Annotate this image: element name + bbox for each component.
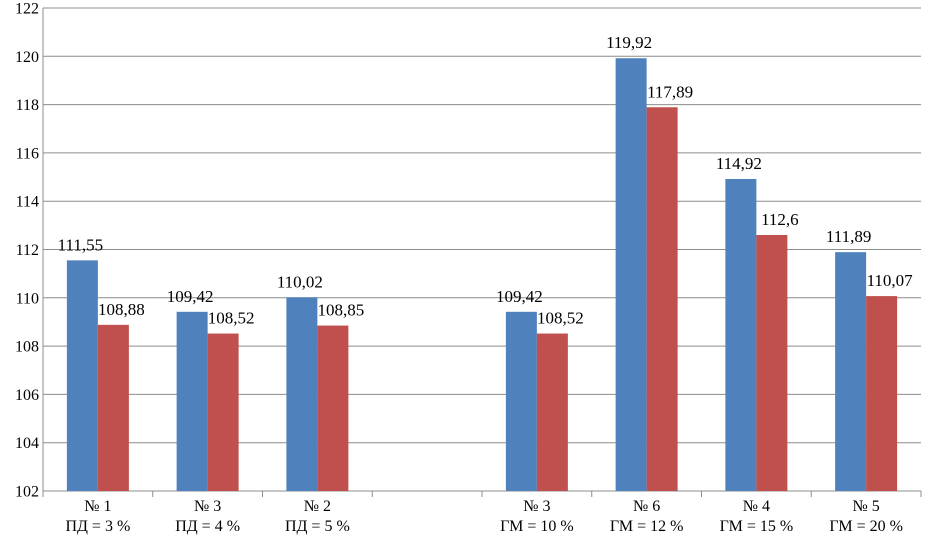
x-category-label-number: № 6	[633, 498, 660, 515]
bar-series-2	[317, 325, 349, 491]
x-category-label-number: № 2	[304, 498, 331, 515]
x-axis: № 1 ПД = 3 % № 3 ПД = 4 % № 2 ПД = 5 % № 3 ГМ =…	[42, 8, 922, 535]
x-category-label-param: ГМ = 15 %	[720, 518, 794, 535]
x-category-label-number: № 5	[852, 498, 879, 515]
bar-series-1	[286, 297, 318, 491]
data-label: 108,52	[208, 309, 255, 328]
x-category-label-param: ПД = 5 %	[285, 518, 350, 535]
bar-series-1	[615, 58, 647, 492]
y-tick-label: 104	[15, 435, 39, 452]
grid-lines	[43, 7, 921, 492]
x-category-label-number: № 3	[523, 498, 550, 515]
y-tick-label: 108	[15, 339, 39, 356]
bar-series-2	[646, 107, 678, 491]
bar-series	[66, 58, 898, 492]
x-category-label-number: № 4	[743, 498, 770, 515]
bar-series-2	[207, 333, 239, 491]
x-category-label-param: ПД = 3 %	[65, 518, 130, 535]
bar-series-2	[536, 333, 568, 491]
x-category-label-param: ГМ = 20 %	[829, 518, 903, 535]
bar-series-1	[176, 311, 208, 491]
data-label: 114,92	[716, 154, 762, 173]
y-tick-label: 110	[16, 290, 39, 307]
data-label: 117,89	[647, 82, 693, 101]
bar-series-2	[756, 235, 788, 491]
y-tick-label: 102	[15, 484, 39, 501]
data-label: 119,92	[606, 33, 652, 52]
bar-series-2	[97, 324, 129, 491]
y-tick-label: 120	[15, 49, 39, 66]
x-category-label-param: ГМ = 10 %	[500, 518, 574, 535]
y-tick-label: 118	[16, 97, 39, 114]
x-category-label-param: ПД = 4 %	[175, 518, 240, 535]
bar-series-2	[866, 296, 898, 491]
y-axis-ticks: 102 104 106 108 110 112 114 116 118 120 122	[15, 1, 39, 501]
y-tick-label: 114	[16, 194, 39, 211]
data-label: 110,07	[867, 271, 914, 290]
x-category-label-number: № 3	[194, 498, 221, 515]
data-label: 112,6	[761, 210, 799, 229]
y-tick-label: 122	[15, 1, 39, 18]
bar-series-1	[725, 178, 757, 491]
bar-series-1	[835, 252, 867, 491]
data-label: 108,88	[98, 300, 145, 319]
y-tick-label: 116	[16, 145, 39, 162]
data-label: 108,52	[537, 309, 584, 328]
y-tick-label: 112	[16, 242, 39, 259]
x-category-label-param: ГМ = 12 %	[610, 518, 684, 535]
data-label: 110,02	[277, 272, 323, 291]
data-label: 111,89	[826, 227, 872, 246]
bar-series-1	[66, 260, 98, 491]
data-labels: 111,55 108,88 109,42 108,52 110,02 108,85 109,…	[58, 33, 914, 327]
x-category-label-number: № 1	[84, 498, 111, 515]
y-tick-label: 106	[15, 387, 39, 404]
bar-series-1	[505, 311, 537, 491]
data-label: 111,55	[58, 235, 104, 254]
data-label: 108,85	[318, 301, 365, 320]
data-label: 109,42	[496, 287, 543, 306]
data-label: 109,42	[167, 287, 214, 306]
